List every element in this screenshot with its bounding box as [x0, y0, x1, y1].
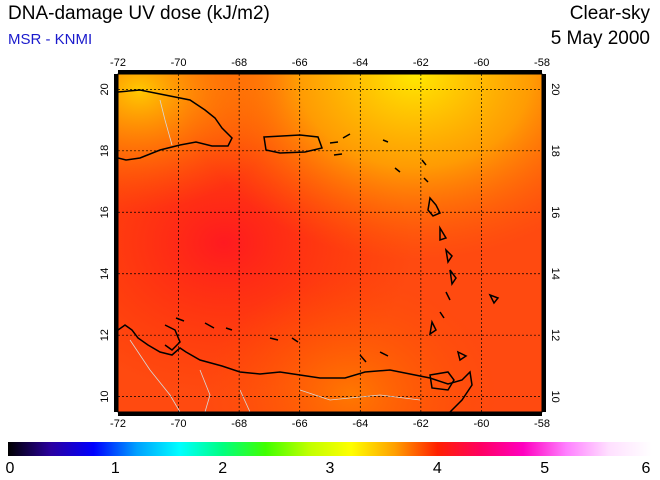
axis-ticks: -72 -72 -70 -70 -68 -68 -66 -66 -64 -64 -62 -62 -60 -… [99, 57, 561, 430]
lon-tick-label-top: -66 [292, 57, 308, 69]
lat-tick-label-right: 14 [549, 268, 561, 280]
lon-tick-label-top: -72 [110, 57, 126, 69]
lat-tick-label-left: 20 [99, 83, 111, 95]
lat-tick-label-right: 16 [549, 206, 561, 218]
lat-tick-label-right: 20 [549, 83, 561, 95]
sky-condition-label: Clear-sky [569, 3, 650, 24]
lat-tick-label-left: 10 [99, 391, 111, 403]
map-title: DNA-damage UV dose (kJ/m2) [8, 3, 270, 24]
colorbar-tick-label: 1 [110, 460, 120, 477]
lat-lon-grid [118, 74, 542, 412]
lon-tick-label-top: -64 [352, 57, 368, 69]
colorbar-tick-label: 0 [5, 460, 15, 477]
lon-tick-label-bottom: -70 [171, 418, 187, 430]
lat-tick-label-right: 10 [549, 391, 561, 403]
lon-tick-label-bottom: -68 [231, 418, 247, 430]
colorbar-tick-label: 4 [432, 460, 442, 477]
lat-tick-label-left: 16 [99, 206, 111, 218]
trinidad-outline [429, 371, 455, 391]
date-label: 5 May 2000 [550, 28, 650, 49]
lat-tick-label-left: 18 [99, 145, 111, 157]
lon-tick-label-top: -70 [171, 57, 187, 69]
colorbar [8, 442, 652, 456]
south-america-coast [118, 324, 473, 412]
frame-bars [114, 70, 546, 416]
colorbar-tick-label: 2 [218, 460, 228, 477]
lon-tick-label-bottom: -62 [413, 418, 429, 430]
colorbar-tick-label: 3 [325, 460, 335, 477]
uv-field [118, 74, 542, 412]
country-borders [129, 99, 421, 412]
land-outlines [118, 89, 500, 412]
lon-tick-label-top: -62 [413, 57, 429, 69]
lon-tick-label-bottom: -64 [352, 418, 368, 430]
puerto-rico-outline [263, 134, 323, 154]
lon-tick-label-bottom: -66 [292, 418, 308, 430]
lon-tick-label-top: -60 [473, 57, 489, 69]
lon-tick-label-top: -68 [231, 57, 247, 69]
lat-tick-label-right: 12 [549, 329, 561, 341]
lat-tick-label-right: 18 [549, 145, 561, 157]
abc-islands-outline [175, 317, 389, 363]
lat-tick-label-left: 14 [99, 268, 111, 280]
paraguana-outline [164, 324, 181, 351]
colorbar-tick-label: 6 [641, 460, 651, 477]
lon-tick-label-bottom: -72 [110, 418, 126, 430]
lat-tick-label-left: 12 [99, 329, 111, 341]
hispaniola-outline [118, 89, 233, 161]
lon-tick-label-bottom: -58 [534, 418, 550, 430]
lon-tick-label-bottom: -60 [473, 418, 489, 430]
colorbar-tick-label: 5 [540, 460, 550, 477]
virgin-islands-outline [329, 133, 351, 156]
source-label: MSR - KNMI [8, 31, 93, 48]
lesser-antilles-outline [382, 139, 500, 362]
lon-tick-label-top: -58 [534, 57, 550, 69]
